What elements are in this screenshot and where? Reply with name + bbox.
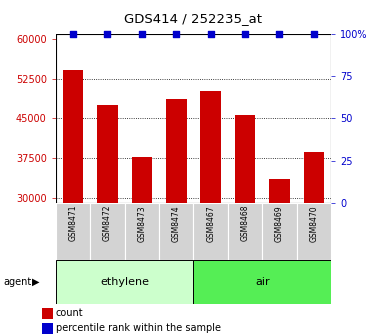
Text: ▶: ▶	[32, 277, 39, 287]
Bar	[194, 260, 331, 304]
Bar	[269, 179, 290, 203]
Bar	[166, 99, 187, 203]
Text: air: air	[255, 277, 270, 287]
Point	[311, 31, 317, 36]
Text: ethylene: ethylene	[100, 277, 149, 287]
Bar	[194, 203, 228, 260]
Text: GSM8473: GSM8473	[137, 205, 146, 242]
Bar	[90, 203, 125, 260]
Bar	[303, 152, 324, 203]
Bar	[132, 157, 152, 203]
Point	[242, 31, 248, 36]
Text: GSM8468: GSM8468	[241, 205, 249, 242]
Text: GSM8467: GSM8467	[206, 205, 215, 242]
Bar	[56, 260, 194, 304]
Text: GDS414 / 252235_at: GDS414 / 252235_at	[124, 12, 261, 25]
Text: GSM8470: GSM8470	[310, 205, 318, 242]
Text: percentile rank within the sample: percentile rank within the sample	[56, 324, 221, 333]
Text: GSM8474: GSM8474	[172, 205, 181, 242]
Text: count: count	[56, 308, 83, 318]
Point	[276, 31, 283, 36]
Point	[208, 31, 214, 36]
Bar	[125, 203, 159, 260]
Point	[104, 31, 110, 36]
Bar	[200, 91, 221, 203]
Bar	[228, 203, 262, 260]
Bar	[159, 203, 194, 260]
Text: GSM8472: GSM8472	[103, 205, 112, 242]
Point	[70, 31, 76, 36]
Text: agent: agent	[4, 277, 32, 287]
Bar	[97, 105, 118, 203]
Bar	[262, 203, 297, 260]
Bar	[63, 70, 83, 203]
Bar	[56, 203, 90, 260]
Bar	[42, 307, 53, 319]
Point	[173, 31, 179, 36]
Bar	[42, 323, 53, 334]
Text: GSM8471: GSM8471	[69, 205, 77, 242]
Bar	[235, 115, 255, 203]
Point	[139, 31, 145, 36]
Text: GSM8469: GSM8469	[275, 205, 284, 242]
Bar	[297, 203, 331, 260]
